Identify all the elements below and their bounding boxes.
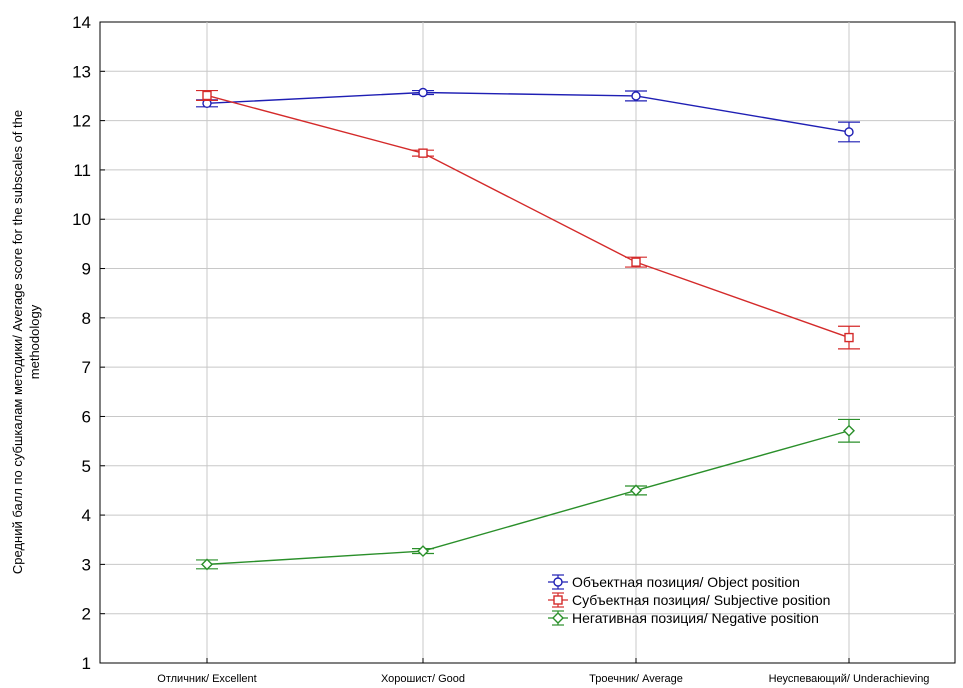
legend-item-2: Субъектная позиция/ Subjective position: [548, 592, 830, 608]
data-point-square: [631, 257, 641, 267]
series-line: [206, 430, 850, 566]
y-tick-label: 2: [82, 605, 91, 624]
data-point-diamond: [417, 545, 429, 558]
data-point-diamond: [552, 612, 564, 624]
y-tick-label: 7: [82, 358, 91, 377]
plot-area: [99, 21, 956, 664]
data-point-diamond: [630, 484, 642, 497]
y-tick-label: 1: [82, 654, 91, 673]
series-group: [196, 87, 860, 571]
data-point-circle: [631, 91, 641, 101]
x-tick-label: Хорошист/ Good: [381, 673, 465, 685]
data-point-square: [844, 332, 854, 343]
y-tick-label: 13: [72, 62, 91, 81]
data-point-square: [202, 90, 212, 101]
y-tick-label: 4: [82, 506, 91, 525]
y-tick-label: 14: [72, 13, 91, 32]
y-tick-label: 6: [82, 407, 91, 426]
x-axis-ticks: Отличник/ Excellent Хорошист/ Good Троечни…: [157, 658, 929, 685]
y-tick-label: 5: [82, 457, 91, 476]
x-tick-label: Отличник/ Excellent: [157, 673, 256, 685]
legend-label: Объектная позиция/ Object position: [572, 574, 800, 590]
y-tick-label: 9: [82, 260, 91, 279]
y-tick-label: 12: [72, 112, 91, 131]
legend-item-3: Негативная позиция/ Negative position: [548, 610, 819, 626]
legend-label: Негативная позиция/ Negative position: [572, 610, 819, 626]
y-tick-label: 8: [82, 309, 91, 328]
y-axis-label-line-2: methodology: [27, 304, 42, 379]
y-tick-label: 11: [73, 161, 91, 180]
data-point-square: [418, 148, 428, 158]
series-line: [206, 91, 850, 133]
y-tick-label: 3: [82, 555, 91, 574]
data-point-circle: [418, 87, 428, 98]
data-point-circle: [553, 577, 563, 587]
data-point-circle: [844, 127, 854, 137]
data-point-diamond: [201, 558, 213, 571]
series-line: [206, 94, 850, 339]
series-1: [196, 87, 860, 143]
x-tick-label: Троечник/ Average: [589, 673, 683, 685]
y-tick-label: 10: [72, 210, 91, 229]
legend-item-1: Объектная позиция/ Object position: [548, 574, 800, 590]
data-point-diamond: [843, 424, 855, 437]
series-3: [196, 418, 860, 571]
series-2: [196, 89, 860, 350]
x-tick-label: Неуспевающий/ Underachieving: [769, 673, 930, 685]
data-point-square: [553, 595, 563, 605]
legend-label: Субъектная позиция/ Subjective position: [572, 592, 830, 608]
y-axis-label: Средний балл по субшкалам методики/ Aver…: [10, 110, 25, 574]
legend: Объектная позиция/ Object position Субъек…: [548, 574, 830, 626]
